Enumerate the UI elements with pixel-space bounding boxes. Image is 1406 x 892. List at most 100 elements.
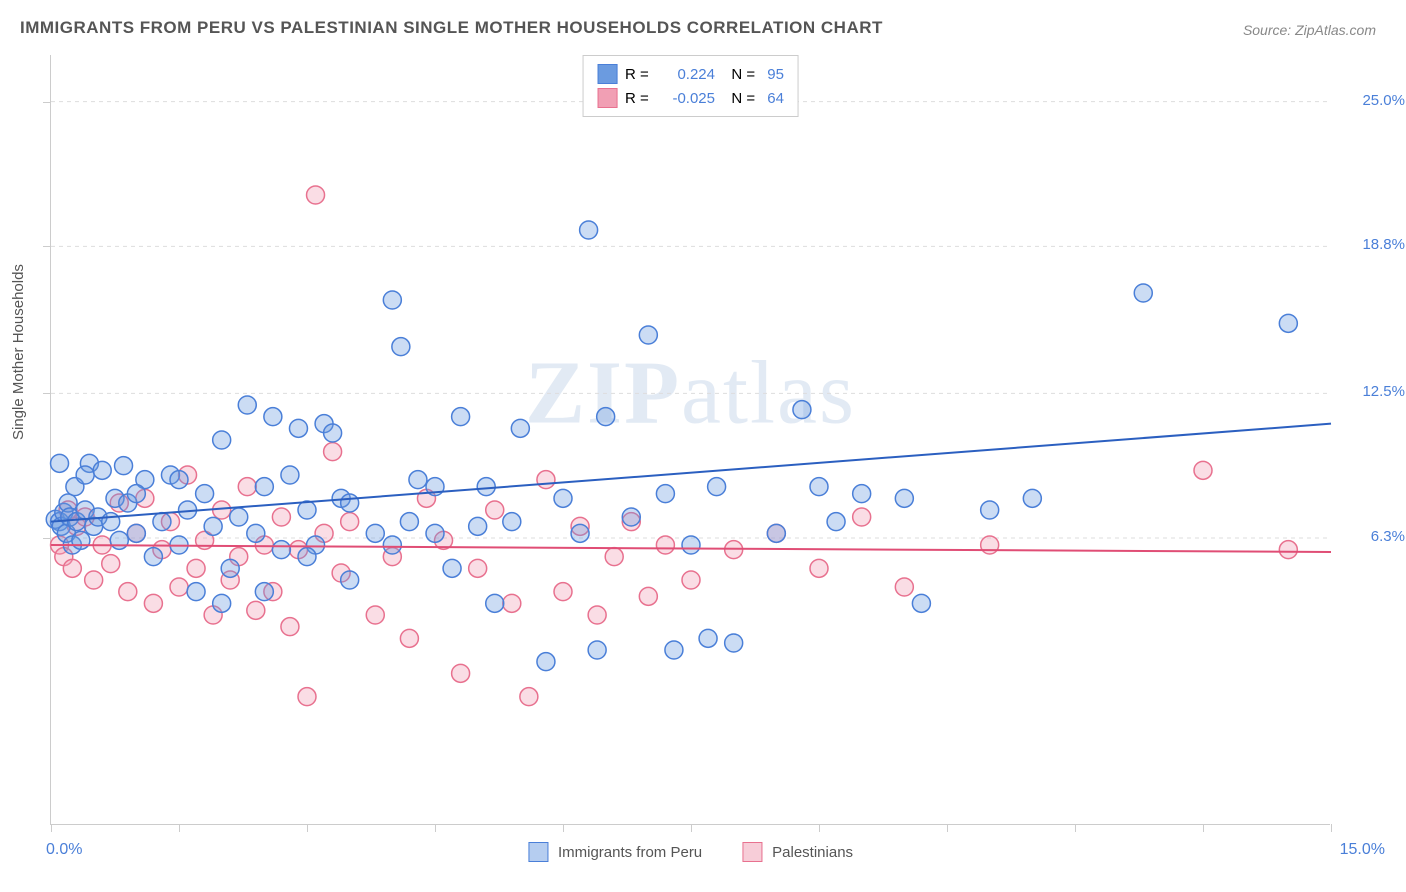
x-axis-max-label: 15.0% xyxy=(1340,841,1385,859)
y-tick-label: 25.0% xyxy=(1345,92,1405,109)
scatter-point xyxy=(170,471,188,489)
scatter-point xyxy=(115,457,133,475)
scatter-point xyxy=(255,478,273,496)
legend-label-2: Palestinians xyxy=(772,844,853,861)
n-value-2: 64 xyxy=(767,90,784,107)
scatter-point xyxy=(383,536,401,554)
scatter-point xyxy=(264,408,282,426)
legend-swatch-2 xyxy=(742,842,762,862)
scatter-point xyxy=(810,559,828,577)
n-value-1: 95 xyxy=(767,66,784,83)
scatter-point xyxy=(238,478,256,496)
swatch-series-2 xyxy=(597,88,617,108)
scatter-point xyxy=(571,524,589,542)
series-legend: Immigrants from Peru Palestinians xyxy=(528,842,853,862)
scatter-point xyxy=(486,501,504,519)
r-label: R = xyxy=(625,66,653,83)
scatter-point xyxy=(63,559,81,577)
scatter-point xyxy=(622,508,640,526)
scatter-point xyxy=(827,513,845,531)
scatter-point xyxy=(639,326,657,344)
scatter-point xyxy=(912,594,930,612)
scatter-point xyxy=(853,485,871,503)
scatter-point xyxy=(281,466,299,484)
scatter-point xyxy=(93,461,111,479)
scatter-point xyxy=(486,594,504,612)
scatter-point xyxy=(503,513,521,531)
r-value-2: -0.025 xyxy=(661,90,715,107)
r-label: R = xyxy=(625,90,653,107)
scatter-point xyxy=(981,536,999,554)
scatter-point xyxy=(298,688,316,706)
scatter-point xyxy=(580,221,598,239)
scatter-point xyxy=(213,594,231,612)
scatter-point xyxy=(639,587,657,605)
scatter-point xyxy=(196,485,214,503)
scatter-point xyxy=(281,618,299,636)
scatter-point xyxy=(341,513,359,531)
scatter-point xyxy=(400,629,418,647)
scatter-point xyxy=(605,548,623,566)
scatter-point xyxy=(383,291,401,309)
scatter-point xyxy=(895,578,913,596)
scatter-point xyxy=(452,664,470,682)
scatter-point xyxy=(298,548,316,566)
scatter-point xyxy=(682,536,700,554)
scatter-point xyxy=(102,555,120,573)
scatter-point xyxy=(554,583,572,601)
scatter-point xyxy=(1134,284,1152,302)
scatter-point xyxy=(537,653,555,671)
legend-swatch-1 xyxy=(528,842,548,862)
scatter-point xyxy=(127,485,145,503)
scatter-point xyxy=(170,578,188,596)
scatter-point xyxy=(469,517,487,535)
scatter-point xyxy=(443,559,461,577)
scatter-point xyxy=(665,641,683,659)
scatter-point xyxy=(76,466,94,484)
scatter-point xyxy=(708,478,726,496)
scatter-point xyxy=(204,517,222,535)
scatter-point xyxy=(895,489,913,507)
y-tick-label: 18.8% xyxy=(1345,236,1405,253)
scatter-point xyxy=(213,431,231,449)
scatter-point xyxy=(656,536,674,554)
scatter-point xyxy=(85,571,103,589)
scatter-point xyxy=(230,508,248,526)
scatter-point xyxy=(127,524,145,542)
y-axis-label: Single Mother Households xyxy=(10,264,27,440)
scatter-point xyxy=(511,419,529,437)
scatter-point xyxy=(426,524,444,542)
scatter-point xyxy=(810,478,828,496)
scatter-point xyxy=(272,508,290,526)
scatter-point xyxy=(725,634,743,652)
regression-line xyxy=(51,424,1331,522)
r-value-1: 0.224 xyxy=(661,66,715,83)
scatter-point xyxy=(656,485,674,503)
scatter-point xyxy=(520,688,538,706)
scatter-point xyxy=(298,501,316,519)
legend-item-1: Immigrants from Peru xyxy=(528,842,702,862)
scatter-point xyxy=(1279,314,1297,332)
legend-item-2: Palestinians xyxy=(742,842,853,862)
scatter-point xyxy=(392,338,410,356)
source-attribution: Source: ZipAtlas.com xyxy=(1243,22,1376,38)
correlation-stats-legend: R = 0.224 N = 95 R = -0.025 N = 64 xyxy=(582,55,799,117)
scatter-point xyxy=(51,454,69,472)
scatter-point xyxy=(221,559,239,577)
scatter-point xyxy=(102,513,120,531)
scatter-point xyxy=(247,524,265,542)
scatter-point xyxy=(699,629,717,647)
scatter-point xyxy=(409,471,427,489)
scatter-point xyxy=(588,641,606,659)
scatter-point xyxy=(793,401,811,419)
scatter-point xyxy=(144,594,162,612)
scatter-point xyxy=(469,559,487,577)
n-label: N = xyxy=(723,90,759,107)
y-tick-label: 6.3% xyxy=(1345,528,1405,545)
stats-row-series-1: R = 0.224 N = 95 xyxy=(597,62,784,86)
y-tick-label: 12.5% xyxy=(1345,383,1405,400)
scatter-point xyxy=(767,524,785,542)
scatter-point xyxy=(366,606,384,624)
scatter-point xyxy=(554,489,572,507)
scatter-point xyxy=(238,396,256,414)
